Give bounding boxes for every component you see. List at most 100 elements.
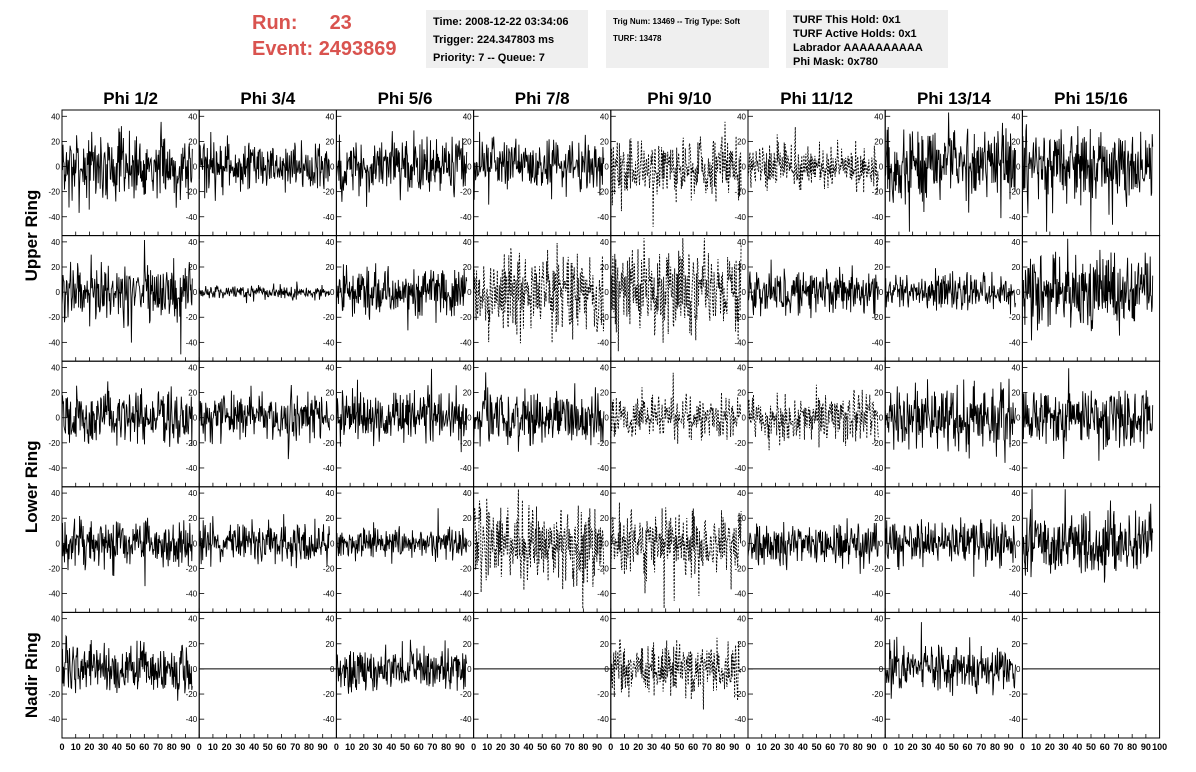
x-tick-label: 10 <box>208 742 218 752</box>
y-tick-label: -20 <box>734 564 746 573</box>
panel-frame <box>473 611 612 739</box>
y-tick-label: 0 <box>330 665 335 674</box>
y-tick-label: 20 <box>1011 137 1020 146</box>
y-tick-label: -20 <box>323 313 335 322</box>
y-tick-label: -40 <box>734 338 746 347</box>
x-tick-label: 90 <box>1141 742 1151 752</box>
waveform-line <box>610 502 742 609</box>
run-label: Run: <box>252 12 298 34</box>
column-header: Phi 7/8 <box>515 89 570 108</box>
y-tick-label: 0 <box>604 288 609 297</box>
waveform-line <box>61 239 193 355</box>
x-tick-label: 30 <box>921 742 931 752</box>
waveform-line <box>747 126 879 194</box>
y-tick-label: 0 <box>879 665 884 674</box>
y-tick-label: -20 <box>460 439 472 448</box>
waveform-panel: 40 20 0 -20 -40 <box>597 235 749 362</box>
waveform-panel: 40 20 0 -20 -40 <box>323 235 475 362</box>
x-tick-label: 90 <box>318 742 328 752</box>
x-tick-label: 30 <box>647 742 657 752</box>
y-tick-label: -40 <box>460 338 472 347</box>
y-tick-label: -40 <box>1009 715 1021 724</box>
x-tick-label: 60 <box>414 742 424 752</box>
x-tick-label: 0 <box>334 742 339 752</box>
y-tick-label: 20 <box>51 640 60 649</box>
y-tick-label: 20 <box>874 514 883 523</box>
x-tick-label: 10 <box>482 742 492 752</box>
waveform-line <box>610 372 742 444</box>
y-tick-label: 40 <box>463 615 472 624</box>
x-tick-label: 40 <box>661 742 671 752</box>
x-tick-label: 90 <box>180 742 190 752</box>
waveform-panel: 40 20 0 -20 -40 <box>597 611 749 739</box>
y-tick-label: 0 <box>604 539 609 548</box>
waveform-line <box>747 384 879 451</box>
run-event-block: Run: 23 Event: 2493869 <box>252 10 397 62</box>
x-tick-label: 90 <box>729 742 739 752</box>
waveform-line <box>884 622 1016 699</box>
y-tick-label: 40 <box>325 363 334 372</box>
x-tick-label: 10 <box>757 742 767 752</box>
y-tick-label: -20 <box>597 313 609 322</box>
x-tick-label: 10 <box>71 742 81 752</box>
y-tick-label: -20 <box>323 690 335 699</box>
y-tick-label: 20 <box>874 137 883 146</box>
y-tick-label: -40 <box>734 464 746 473</box>
waveform-panel: 40 20 0 -20 -40 <box>872 360 1023 488</box>
y-tick-label: -40 <box>597 715 609 724</box>
x-tick-label: 0 <box>745 742 750 752</box>
y-tick-label: -20 <box>460 564 472 573</box>
waveform-panel: 40 20 0 -20 -40 <box>48 109 200 237</box>
event-line: Event: 2493869 <box>252 36 397 62</box>
y-tick-label: 20 <box>188 640 197 649</box>
y-tick-label: 40 <box>51 238 60 247</box>
waveform-line <box>884 378 1016 463</box>
waveform-panel: 40 20 0 -20 -40 <box>597 360 749 488</box>
x-tick-label: 70 <box>290 742 300 752</box>
waveform-line <box>884 112 1016 232</box>
x-tick-label: 20 <box>496 742 506 752</box>
waveform-panel: 40 20 0 -20 -40 <box>872 235 1023 362</box>
y-tick-label: -40 <box>872 338 884 347</box>
y-tick-label: -40 <box>323 464 335 473</box>
waveform-panel: 40 20 0 -20 -40 <box>48 611 200 739</box>
x-tick-label: 50 <box>263 742 273 752</box>
panel-frame <box>747 611 886 739</box>
y-tick-label: -40 <box>460 464 472 473</box>
time-text: Time: 2008-12-22 03:34:06 <box>433 16 569 28</box>
y-tick-label: 0 <box>742 414 747 423</box>
y-tick-label: -20 <box>460 188 472 197</box>
y-tick-label: -40 <box>460 715 472 724</box>
y-tick-label: -20 <box>597 439 609 448</box>
y-tick-label: -40 <box>597 213 609 222</box>
waveform-panel: 40 20 0 -20 -40 <box>460 360 612 488</box>
panel-frame <box>610 486 749 613</box>
y-tick-label: -40 <box>323 338 335 347</box>
y-tick-label: 20 <box>737 514 746 523</box>
x-tick-label: 50 <box>812 742 822 752</box>
y-tick-label: 0 <box>879 539 884 548</box>
waveform-line <box>1021 238 1154 341</box>
y-tick-label: -40 <box>872 464 884 473</box>
y-tick-label: 20 <box>463 640 472 649</box>
y-tick-label: 20 <box>1011 263 1020 272</box>
x-tick-label: 0 <box>1020 742 1025 752</box>
waveform-line <box>198 514 330 569</box>
y-tick-label: -40 <box>1009 464 1021 473</box>
y-tick-label: 40 <box>1011 363 1020 372</box>
y-tick-label: 0 <box>56 163 61 172</box>
y-tick-label: 40 <box>188 363 197 372</box>
waveform-line <box>884 517 1016 577</box>
waveform-panel: 40 20 0 -20 -40 <box>734 611 886 739</box>
y-tick-label: -20 <box>186 690 198 699</box>
y-tick-label: 0 <box>330 288 335 297</box>
x-tick-label: 90 <box>1004 742 1014 752</box>
waveform-panel: 40 20 0 -20 -40 <box>323 109 475 237</box>
x-tick-label: 40 <box>935 742 945 752</box>
y-tick-label: -40 <box>186 715 198 724</box>
x-tick-label: 90 <box>866 742 876 752</box>
y-tick-label: -40 <box>460 590 472 599</box>
x-tick-label: 90 <box>455 742 465 752</box>
x-tick-label: 80 <box>716 742 726 752</box>
waveform-panel: 40 20 0 -20 -40 <box>48 360 200 488</box>
